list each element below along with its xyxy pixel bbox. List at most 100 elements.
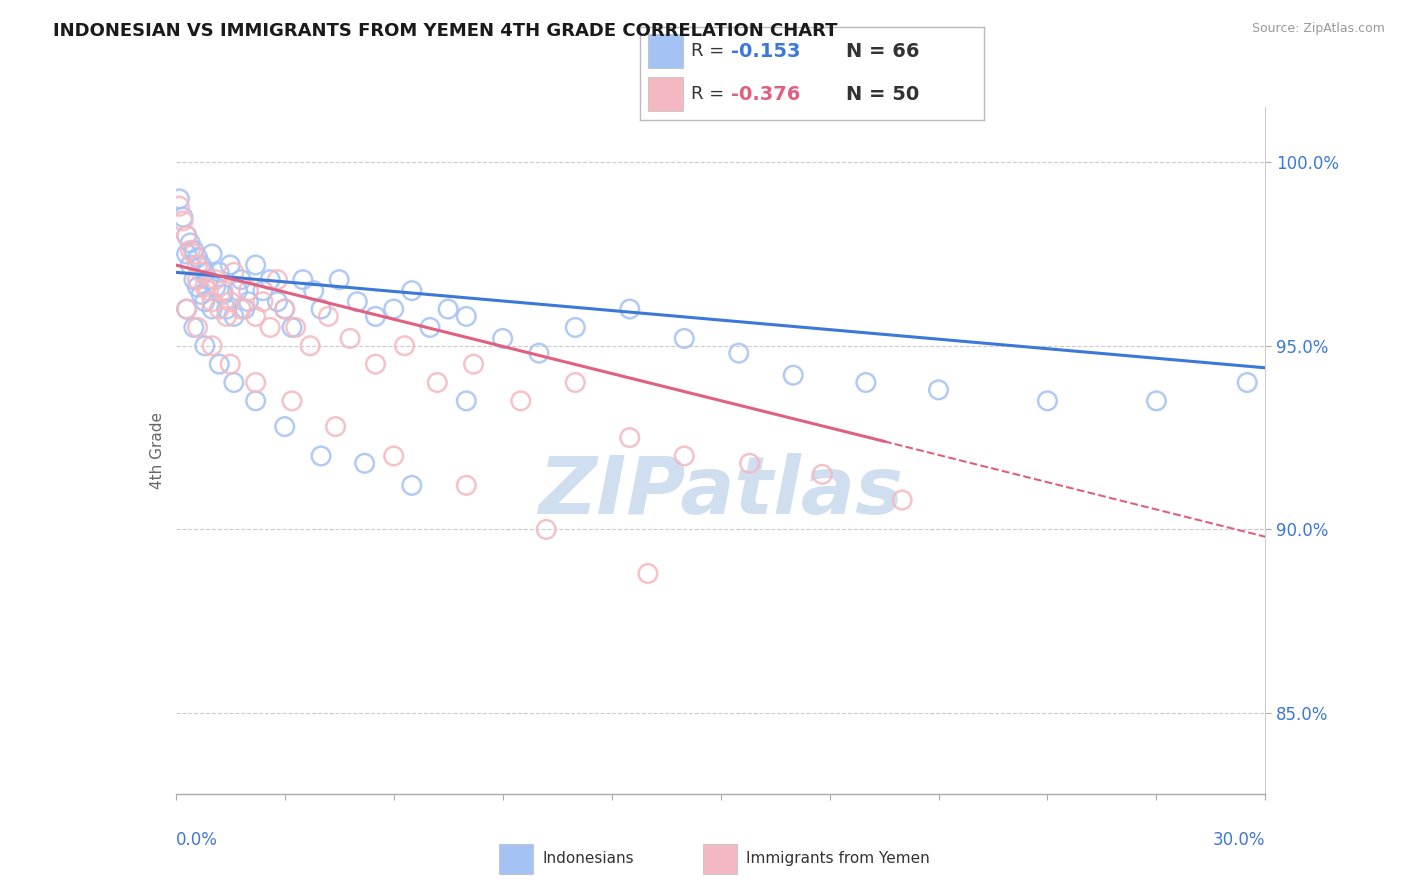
Point (245, 393, 267, 408)
Point (353, 456, 375, 470)
Point (208, 265, 231, 279)
Text: -0.376: -0.376 (731, 85, 800, 103)
Bar (499, 845, 533, 874)
Point (233, 301, 256, 316)
Point (364, 357, 387, 371)
Point (281, 320, 304, 334)
Point (190, 265, 212, 279)
Point (891, 493, 914, 508)
Point (194, 265, 217, 279)
Point (204, 273, 226, 287)
Point (456, 393, 478, 408)
Point (401, 284, 423, 298)
Point (194, 339, 217, 353)
Text: INDONESIAN VS IMMIGRANTS FROM YEMEN 4TH GRADE CORRELATION CHART: INDONESIAN VS IMMIGRANTS FROM YEMEN 4TH … (53, 22, 838, 40)
Point (179, 258, 201, 272)
Point (309, 301, 332, 316)
Text: -0.153: -0.153 (731, 42, 800, 61)
Text: R =: R = (692, 42, 730, 60)
Point (212, 284, 235, 298)
Point (382, 449, 405, 463)
Point (215, 310, 238, 324)
Point (219, 357, 242, 371)
Point (238, 284, 260, 298)
Text: ZIPatlas: ZIPatlas (538, 452, 903, 531)
Point (463, 357, 485, 371)
Point (201, 339, 224, 353)
Point (325, 419, 347, 434)
Point (194, 294, 217, 309)
Point (302, 284, 325, 298)
Point (419, 320, 441, 334)
Point (212, 287, 235, 301)
Point (738, 456, 761, 470)
Point (564, 320, 586, 334)
Point (197, 273, 219, 287)
Point (245, 258, 267, 272)
Point (437, 301, 460, 316)
Point (186, 280, 209, 294)
Point (928, 383, 950, 397)
Point (456, 310, 478, 324)
Point (176, 228, 198, 243)
Point (179, 244, 201, 258)
Point (208, 301, 231, 316)
Point (183, 320, 205, 334)
Point (456, 478, 478, 492)
Point (172, 211, 194, 225)
Point (176, 301, 198, 316)
Bar (703, 845, 737, 874)
Point (222, 376, 245, 390)
Point (1236, 376, 1258, 390)
Point (194, 280, 217, 294)
Point (309, 449, 332, 463)
Point (509, 393, 531, 408)
Point (176, 247, 198, 261)
Point (281, 393, 304, 408)
Point (172, 214, 194, 228)
Point (299, 339, 322, 353)
Point (637, 566, 659, 581)
Point (492, 331, 515, 345)
Point (226, 284, 249, 298)
Point (274, 301, 297, 316)
Point (346, 294, 368, 309)
Point (534, 523, 557, 537)
Point (259, 273, 281, 287)
Point (318, 310, 340, 324)
Point (186, 251, 209, 265)
Point (252, 294, 274, 309)
Text: Source: ZipAtlas.com: Source: ZipAtlas.com (1251, 22, 1385, 36)
Point (619, 301, 641, 316)
Point (238, 294, 260, 309)
Point (245, 376, 267, 390)
Point (339, 331, 361, 345)
Point (245, 310, 267, 324)
Point (231, 301, 253, 316)
Point (186, 258, 209, 272)
Point (179, 235, 201, 250)
Point (291, 273, 314, 287)
Point (183, 247, 205, 261)
Point (811, 467, 834, 482)
Point (266, 273, 288, 287)
Point (201, 247, 224, 261)
Point (382, 301, 405, 316)
Point (201, 294, 224, 309)
Point (190, 258, 212, 272)
Point (782, 368, 804, 383)
Point (673, 449, 696, 463)
Point (215, 301, 238, 316)
Point (619, 431, 641, 445)
Point (284, 320, 307, 334)
Point (186, 273, 209, 287)
Point (727, 346, 749, 360)
Point (197, 284, 219, 298)
Point (201, 301, 224, 316)
Point (855, 376, 877, 390)
Text: R =: R = (692, 86, 730, 103)
Bar (648, 34, 683, 68)
Point (274, 419, 297, 434)
Point (564, 376, 586, 390)
Point (176, 228, 198, 243)
